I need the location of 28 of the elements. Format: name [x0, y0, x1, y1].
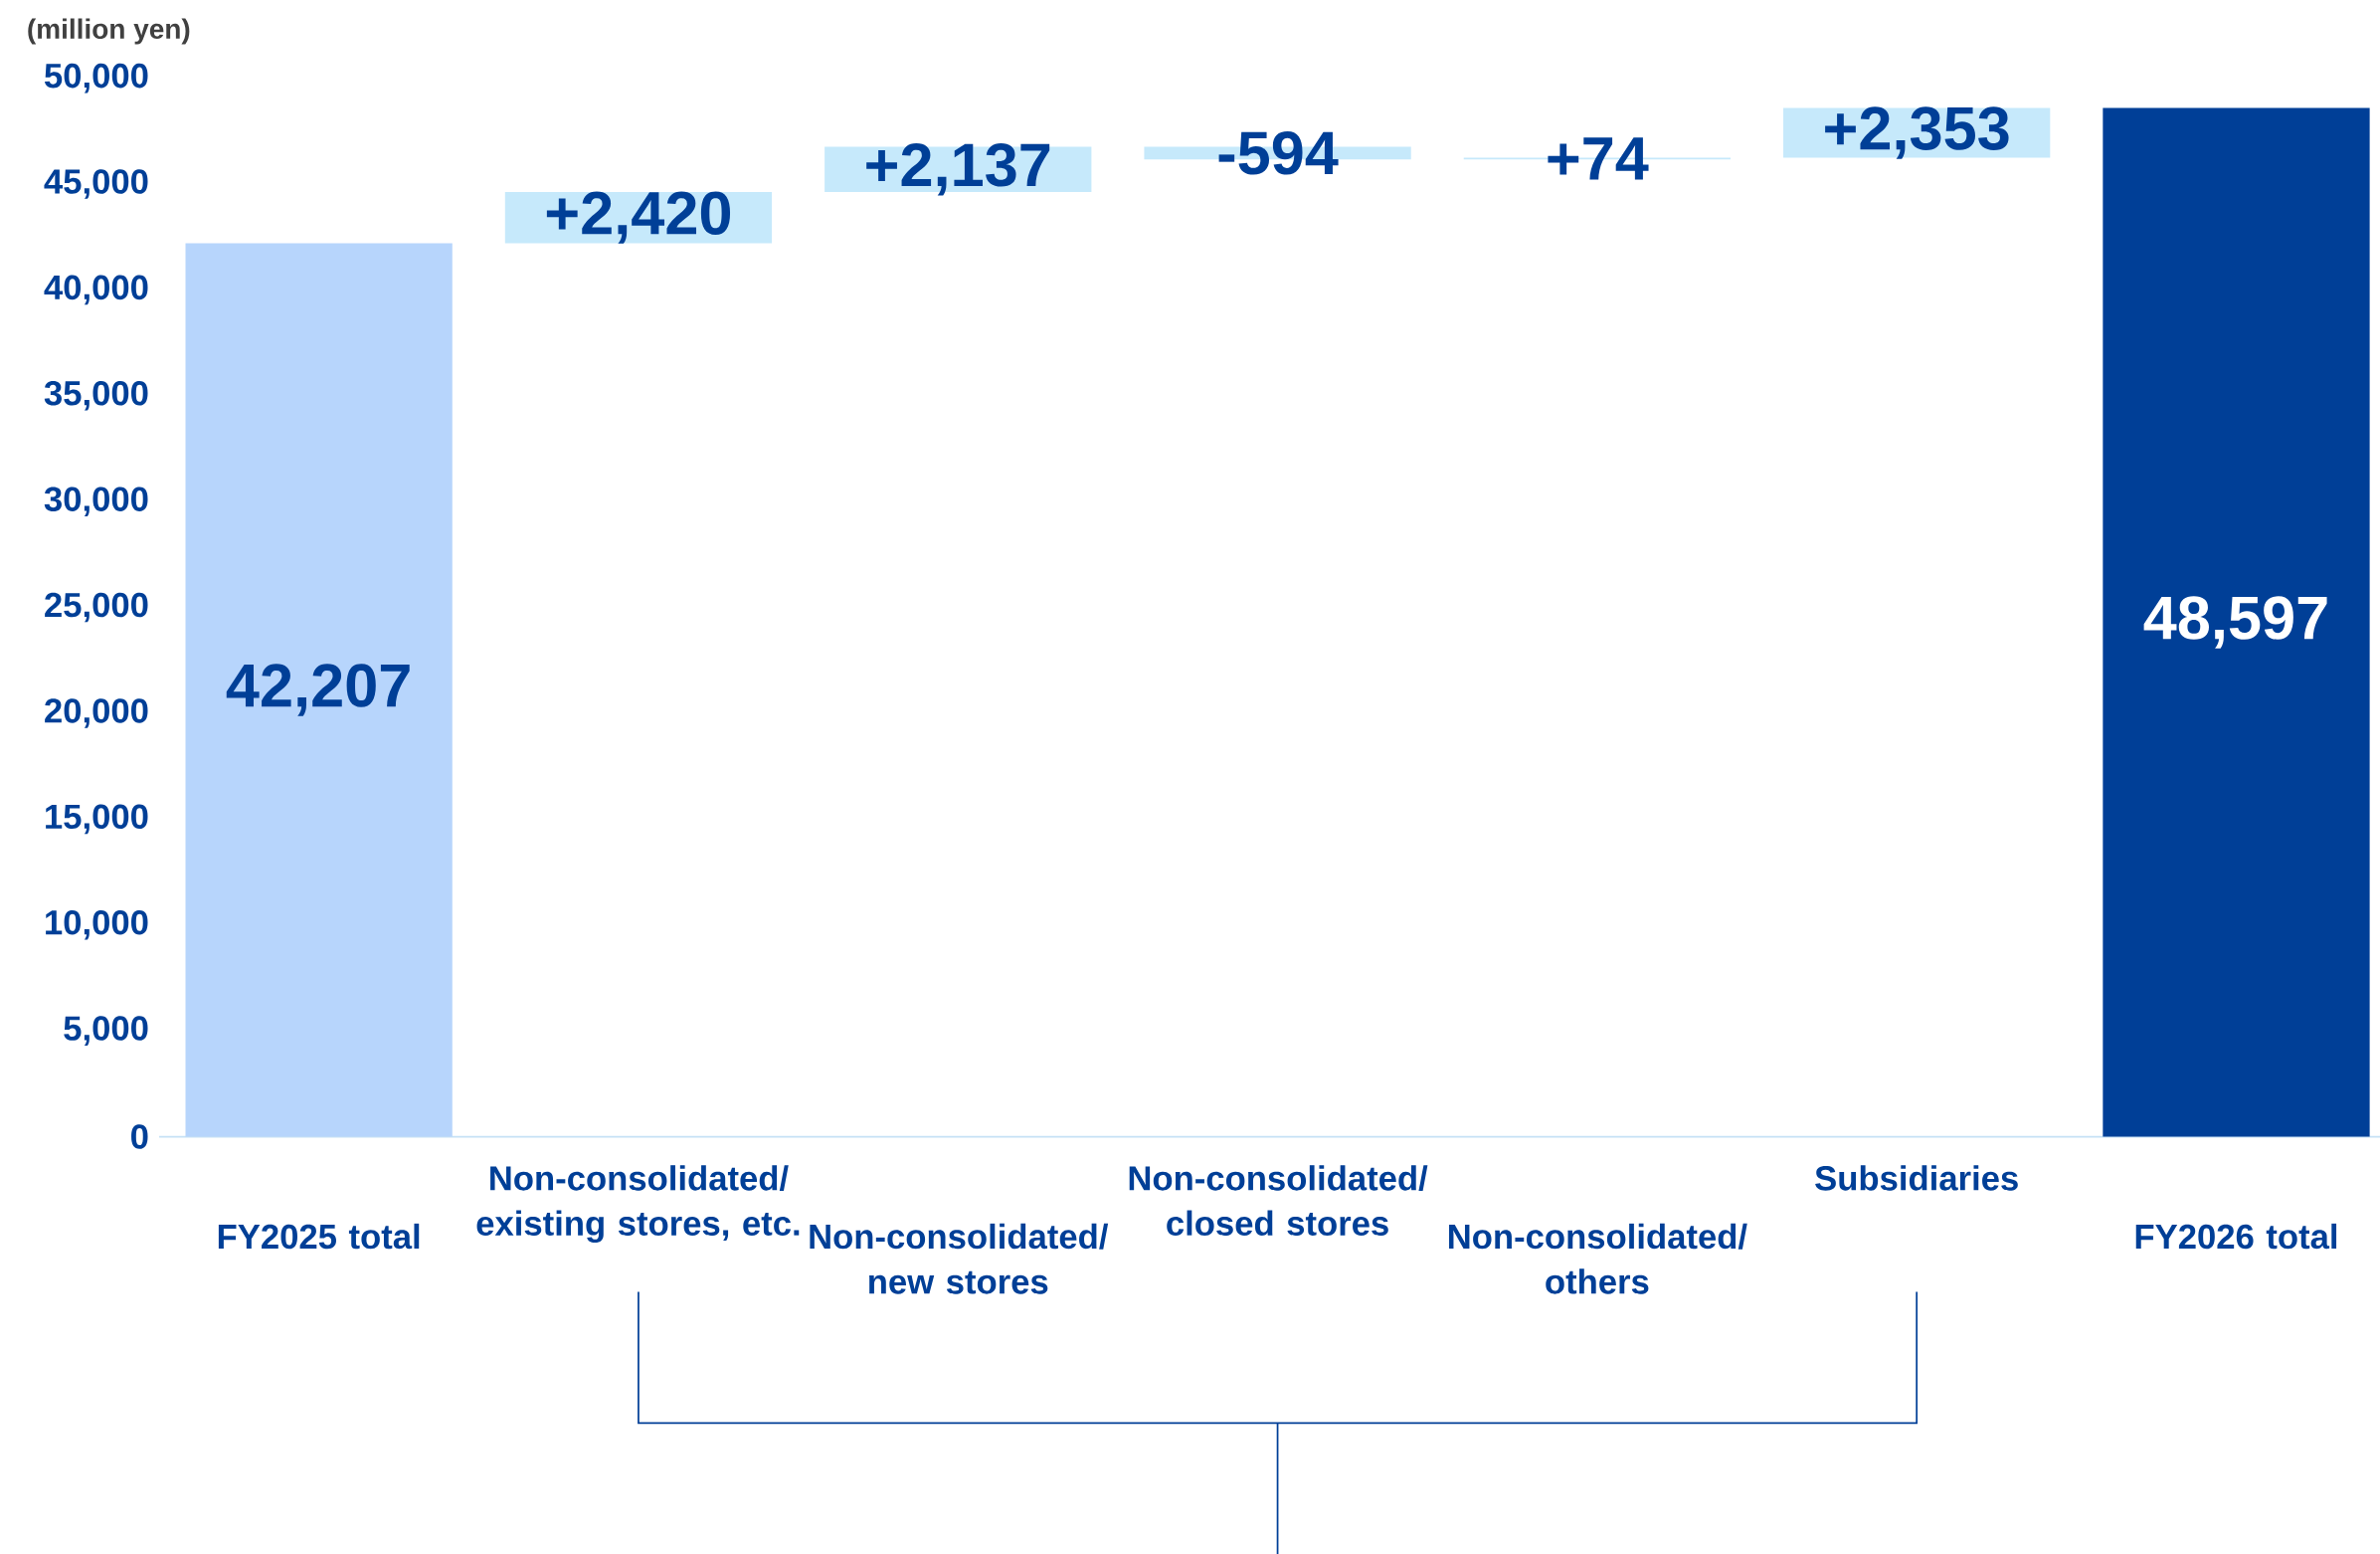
data-label: +74 [1548, 137, 1649, 180]
x-tick-label: FY2025 total [218, 1223, 420, 1250]
y-tick-label: 35,000 [44, 380, 148, 411]
data-label: 48,597 [2143, 596, 2327, 649]
y-tick-label: 20,000 [45, 697, 148, 728]
data-label: 42,207 [226, 664, 410, 716]
y-axis-title: (million yen) [28, 18, 190, 45]
y-tick-label: 25,000 [45, 592, 148, 623]
data-label: +2,137 [866, 142, 1050, 196]
y-tick-label: 10,000 [46, 909, 148, 940]
x-tick-label: FY2026 total [2135, 1223, 2337, 1250]
y-tick-label: 15,000 [46, 804, 148, 834]
x-tick-label: Non-consolidated/ closed stores [1129, 1164, 1428, 1236]
x-tick-label: Non-consolidated/ others [1449, 1223, 1747, 1294]
data-label: +2,353 [1825, 106, 2009, 159]
bar [185, 243, 453, 1137]
y-tick-label: 50,000 [44, 63, 148, 94]
y-tick-label: 0 [131, 1124, 148, 1149]
bar [2103, 107, 2370, 1137]
data-label: +2,420 [546, 191, 731, 244]
y-tick-label: 30,000 [44, 486, 148, 516]
x-tick-label: Non-consolidated/ new stores [810, 1223, 1109, 1294]
y-tick-label: 5,000 [64, 1016, 148, 1046]
x-tick-label: Non-consolidated/ existing stores, etc. [476, 1164, 800, 1243]
x-tick-label: Subsidiaries [1815, 1164, 2018, 1191]
y-tick-label: 45,000 [44, 169, 148, 199]
data-label: -594 [1218, 130, 1339, 175]
y-tick-label: 40,000 [44, 275, 148, 304]
